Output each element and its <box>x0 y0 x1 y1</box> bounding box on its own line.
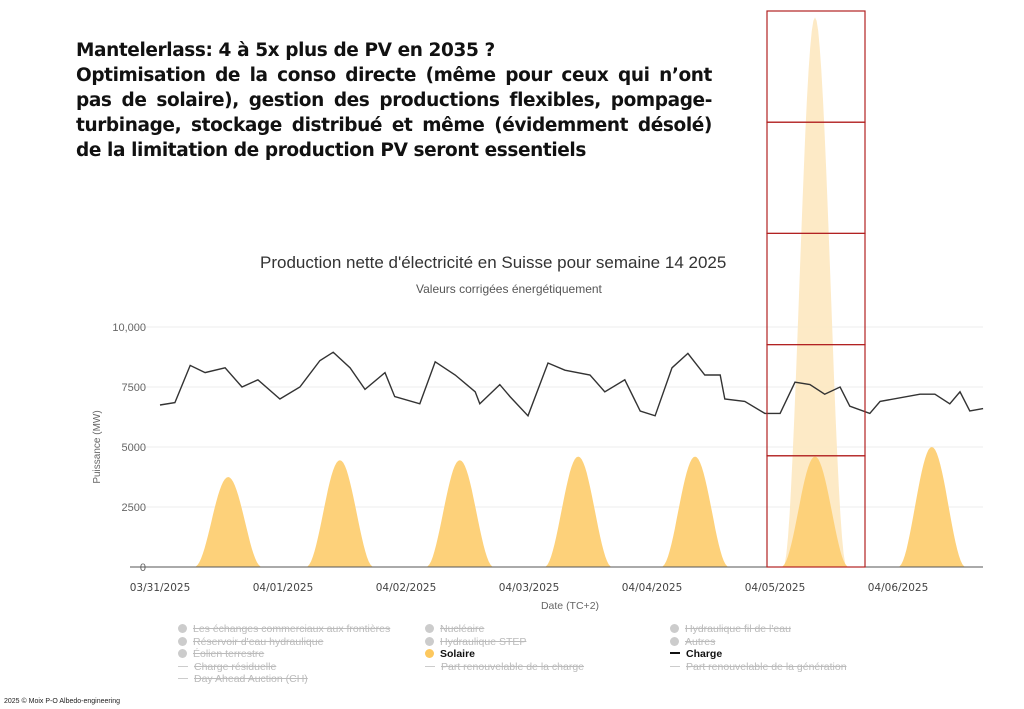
footer-copyright: 2025 © Moix P-O Albedo-engineering <box>4 698 121 705</box>
x-tick-label: 04/01/2025 <box>253 582 314 594</box>
y-tick-label: 5000 <box>122 442 146 454</box>
legend-item[interactable]: Nucléaire <box>425 623 584 636</box>
solar-area <box>194 477 262 567</box>
legend-line-icon <box>670 652 680 655</box>
legend-line-icon <box>178 678 188 680</box>
x-tick-label: 03/31/2025 <box>130 582 191 594</box>
legend-item[interactable]: Charge résiduelle <box>178 661 390 674</box>
annotation-box <box>766 455 866 568</box>
legend-col-3: Hydraulique fil de l'eau Autres Charge P… <box>670 623 847 673</box>
legend-dot-icon <box>425 649 434 659</box>
legend-item[interactable]: Éolien terrestre <box>178 648 390 661</box>
solar-area <box>544 456 613 567</box>
legend-item-charge[interactable]: Charge <box>670 648 847 661</box>
legend-item[interactable]: Autres <box>670 636 847 649</box>
legend-item[interactable]: Hydraulique STEP <box>425 636 584 649</box>
x-tick-label: 04/04/2025 <box>622 582 683 594</box>
x-tick-label: 04/02/2025 <box>376 582 437 594</box>
solar-area <box>425 460 494 567</box>
legend-item[interactable]: Day Ahead Auction (CH) <box>178 673 390 686</box>
legend-dot-icon <box>178 649 187 659</box>
heading: Mantelerlass: 4 à 5x plus de PV en 2035 … <box>76 38 712 163</box>
legend-item[interactable]: Réservoir d'eau hydraulique <box>178 636 390 649</box>
legend-dot-icon <box>425 636 434 646</box>
heading-line: turbinage, stockage distribué et même (é… <box>76 115 712 136</box>
legend-item-solaire[interactable]: Solaire <box>425 648 584 661</box>
solar-area <box>306 460 374 567</box>
solar-area <box>781 456 849 567</box>
x-tick-label: 04/06/2025 <box>868 582 929 594</box>
solar-x5-projection-area <box>783 17 847 567</box>
legend-line-icon <box>670 665 680 667</box>
y-tick-label: 2500 <box>122 502 146 514</box>
legend-item[interactable]: Hydraulique fil de l'eau <box>670 623 847 636</box>
legend-col-2: Nucléaire Hydraulique STEP Solaire Part … <box>425 623 584 673</box>
legend-item[interactable]: Part renouvelable de la génération <box>670 661 847 674</box>
legend-dot-icon <box>178 636 187 646</box>
legend-dot-icon <box>670 636 679 646</box>
chart-title: Production nette d'électricité en Suisse… <box>260 253 727 272</box>
x-tick-label: 04/05/2025 <box>745 582 806 594</box>
chart-subtitle: Valeurs corrigées énergétiquement <box>416 282 602 296</box>
legend-line-icon <box>425 665 435 667</box>
y-tick-label: 7500 <box>122 382 146 394</box>
x-axis-label: Date (TC+2) <box>541 600 599 612</box>
y-tick-label: 0 <box>140 562 146 574</box>
legend-dot-icon <box>178 624 187 633</box>
legend-line-icon <box>178 665 188 667</box>
legend-col-1: Les échanges commerciaux aux frontières … <box>178 623 390 686</box>
charge-line <box>159 351 984 418</box>
heading-line: Mantelerlass: 4 à 5x plus de PV en 2035 … <box>76 40 495 61</box>
solar-area <box>661 456 729 567</box>
legend-item[interactable]: Part renouvelable de la charge <box>425 661 584 674</box>
legend-dot-icon <box>670 624 679 633</box>
y-tick-label: 10,000 <box>112 322 146 334</box>
x-tick-label: 04/03/2025 <box>499 582 560 594</box>
legend-dot-icon <box>425 624 434 633</box>
y-axis-label: Puissance (MW) <box>92 410 103 483</box>
heading-line: pas de solaire), gestion des productions… <box>76 90 712 111</box>
legend-item[interactable]: Les échanges commerciaux aux frontières <box>178 623 390 636</box>
heading-line: de la limitation de production PV seront… <box>76 140 586 161</box>
solar-area <box>898 447 966 567</box>
heading-line: Optimisation de la conso directe (même p… <box>76 65 712 86</box>
